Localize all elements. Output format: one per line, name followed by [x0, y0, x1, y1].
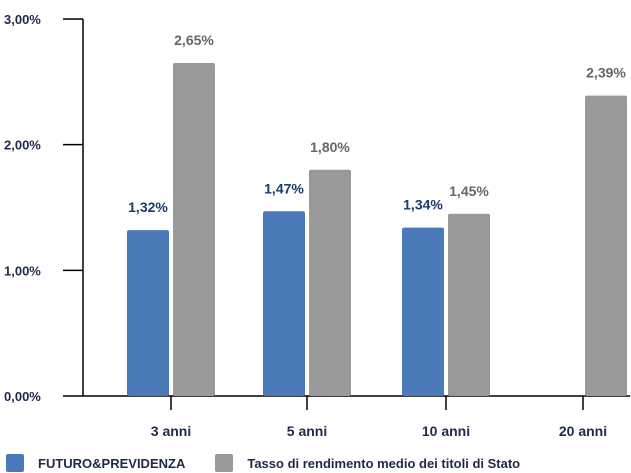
legend-item-futuro: FUTURO&PREVIDENZA: [6, 454, 185, 472]
data-label-futuro-1: 1,47%: [264, 180, 304, 196]
data-labels: 1,32% 2,65% 1,47% 1,80% 1,34% 1,45% 2,39%: [128, 32, 626, 215]
data-label-tasso-0: 2,65%: [174, 32, 214, 48]
legend: FUTURO&PREVIDENZA Tasso di rendimento me…: [6, 454, 550, 472]
data-label-futuro-0: 1,32%: [128, 199, 168, 215]
bar-tasso-3: [585, 95, 627, 396]
legend-swatch-tasso: [215, 454, 234, 472]
bar-futuro-1: [263, 211, 305, 396]
y-tick-label: 0,00%: [4, 389, 41, 404]
x-tick-label: 20 anni: [559, 423, 607, 439]
data-label-tasso-3: 2,39%: [586, 65, 626, 81]
bar-tasso-2: [448, 213, 490, 396]
axes: 0,00% 1,00% 2,00% 3,00% 3 anni 5 anni 10 anni 2…: [4, 12, 630, 439]
x-tick-label: 3 anni: [151, 423, 191, 439]
data-label-tasso-2: 1,45%: [449, 183, 489, 199]
legend-label-tasso: Tasso di rendimento medio dei titoli di …: [247, 455, 521, 471]
legend-swatch-futuro: [6, 454, 24, 472]
x-tick-label: 10 anni: [422, 423, 470, 439]
bar-tasso-0: [173, 62, 215, 396]
y-tick-label: 2,00%: [4, 138, 41, 153]
legend-item-tasso: Tasso di rendimento medio dei titoli di …: [215, 454, 520, 472]
bar-futuro-0: [127, 230, 169, 396]
legend-label-futuro: FUTURO&PREVIDENZA: [38, 455, 186, 471]
bar-futuro-2: [402, 227, 444, 396]
data-label-tasso-1: 1,80%: [310, 139, 350, 155]
y-tick-label: 1,00%: [4, 263, 41, 278]
data-label-futuro-2: 1,34%: [403, 197, 443, 213]
x-tick-label: 5 anni: [287, 423, 327, 439]
y-tick-label: 3,00%: [4, 12, 41, 27]
bar-tasso-1: [309, 169, 351, 396]
bars: [127, 62, 627, 396]
